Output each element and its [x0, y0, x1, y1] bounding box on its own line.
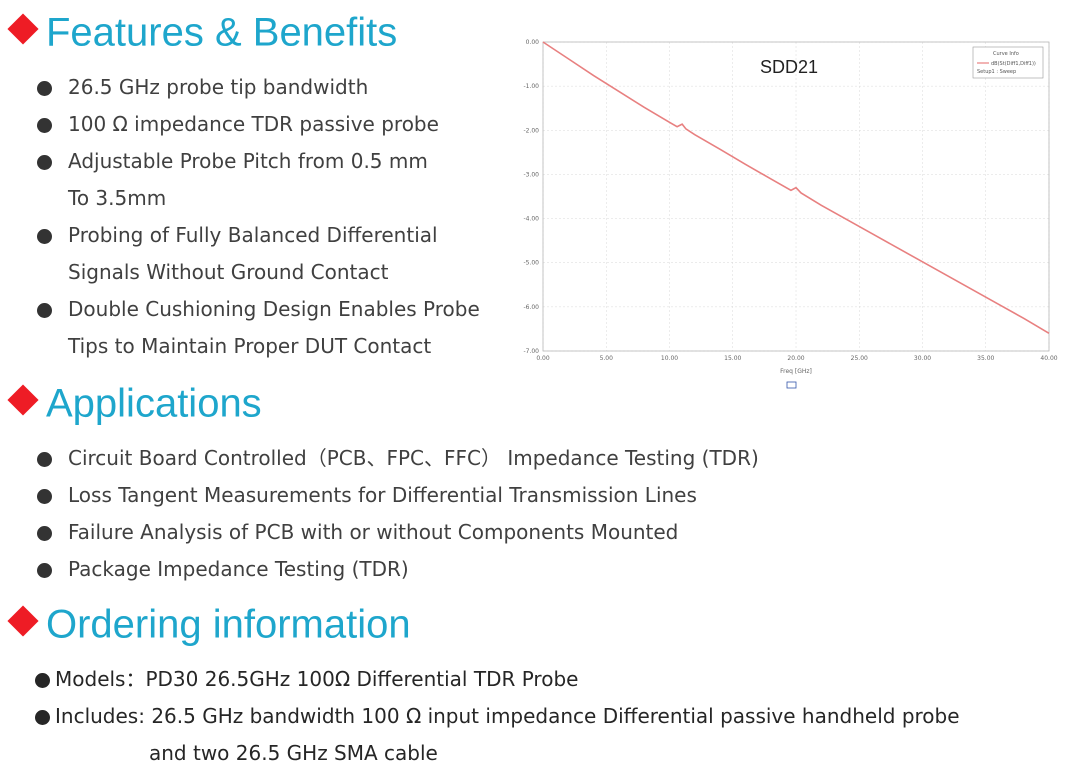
diamond-bullet-icon [7, 605, 39, 637]
x-axis-label: Freq [GHz] [780, 368, 812, 375]
legend-title: Curve Info [993, 51, 1019, 57]
chart-background [505, 30, 1070, 392]
y-tick-label: -1.00 [523, 83, 539, 90]
x-tick-label: 0.00 [536, 355, 550, 362]
feature-item: 26.5 GHz probe tip bandwidth [34, 69, 480, 106]
chart-legend: Curve Info dB(St(Diff1,Diff1)) Setup1 : … [972, 46, 1044, 79]
ordering-list: Models：PD30 26.5GHz 100Ω Differential TD… [34, 661, 960, 772]
ordering-item-includes: Includes: 26.5 GHz bandwidth 100 Ω input… [34, 698, 960, 772]
applications-heading: Applications [6, 377, 262, 427]
features-title: Features & Benefits [46, 10, 398, 55]
y-tick-label: -3.00 [523, 171, 539, 178]
application-item: Failure Analysis of PCB with or without … [34, 514, 759, 551]
feature-item: Adjustable Probe Pitch from 0.5 mm To 3.5… [34, 143, 480, 217]
y-tick-label: -2.00 [523, 127, 539, 134]
x-tick-label: 40.00 [1040, 355, 1057, 362]
feature-item: 100 Ω impedance TDR passive probe [34, 106, 480, 143]
application-item: Package Impedance Testing (TDR) [34, 551, 759, 588]
x-tick-label: 25.00 [851, 355, 868, 362]
features-list: 26.5 GHz probe tip bandwidth 100 Ω imped… [34, 69, 480, 365]
x-tick-label: 10.00 [661, 355, 678, 362]
sdd21-chart: 0.00 5.00 10.00 15.00 20.00 25.00 30.00 35.00 40… [505, 30, 1070, 392]
y-tick-label: 0.00 [526, 39, 540, 46]
applications-list: Circuit Board Controlled（PCB、FPC、FFC） Im… [34, 440, 759, 588]
bottom-marker-icon [786, 381, 797, 389]
feature-item: Double Cushioning Design Enables Probe Ti… [34, 291, 480, 365]
x-tick-label: 20.00 [787, 355, 804, 362]
application-item: Loss Tangent Measurements for Differenti… [34, 477, 759, 514]
ordering-title: Ordering information [46, 602, 411, 647]
plot-frame [542, 41, 1050, 352]
x-tick-label: 5.00 [600, 355, 614, 362]
y-tick-label: -5.00 [523, 260, 539, 267]
x-tick-label: 35.00 [977, 355, 994, 362]
applications-title: Applications [46, 381, 262, 426]
diamond-bullet-icon [7, 13, 39, 45]
features-heading: Features & Benefits [6, 6, 397, 56]
diamond-bullet-icon [7, 384, 39, 416]
series-line-sdd21 [542, 41, 1050, 335]
x-tick-label: 15.00 [724, 355, 741, 362]
ordering-item-models: Models：PD30 26.5GHz 100Ω Differential TD… [34, 661, 960, 698]
legend-setup: Setup1 : Sweep [977, 69, 1016, 75]
ordering-heading: Ordering information [6, 598, 411, 648]
y-tick-label: -4.00 [523, 216, 539, 223]
legend-entry: dB(St(Diff1,Diff1)) [991, 61, 1036, 67]
feature-item: Probing of Fully Balanced Differential Si… [34, 217, 480, 291]
x-tick-label: 30.00 [914, 355, 931, 362]
application-item: Circuit Board Controlled（PCB、FPC、FFC） Im… [34, 440, 759, 477]
chart-title: SDD21 [760, 57, 818, 77]
y-tick-label: -6.00 [523, 304, 539, 311]
y-tick-label: -7.00 [523, 348, 539, 355]
